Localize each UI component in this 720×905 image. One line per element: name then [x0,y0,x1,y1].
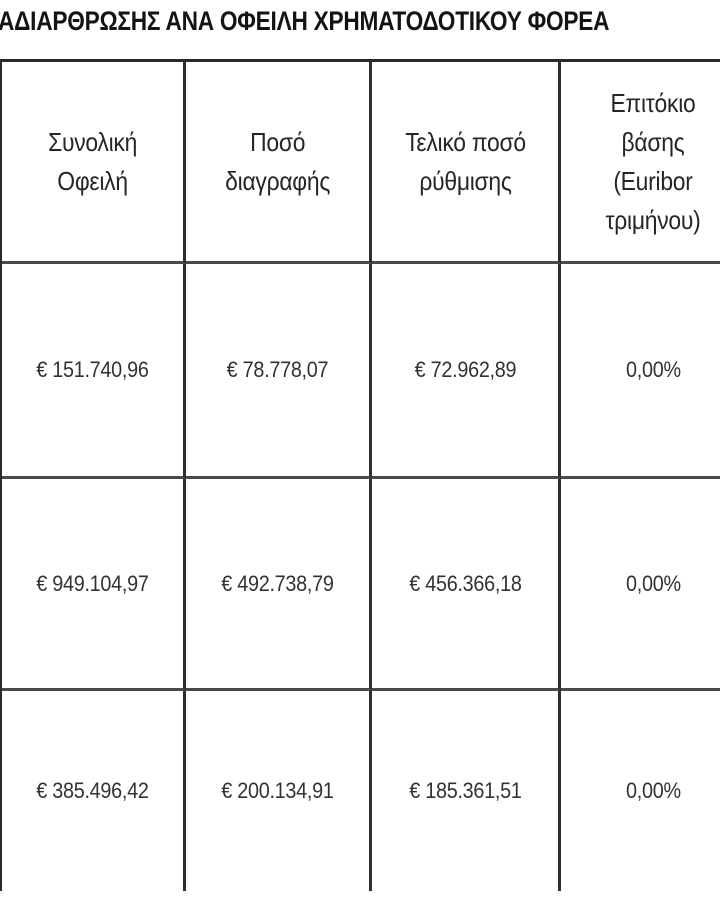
value-row2-writeoff: € 492.738,79 [221,570,334,596]
table-cell-row3-writeoff: € 200.134,91 [186,691,372,891]
value-row3-rate: 0,00% [625,778,681,803]
value-row1-total-debt: € 151.740,96 [36,357,149,382]
table-cell-row3-rate: 0,00% [561,691,720,891]
table-cell-row3-final: € 185.361,51 [372,691,561,891]
page-title: ΑΔΙΑΡΘΡΩΣΗΣ ΑΝΑ ΟΦΕΙΛΗ ΧΡΗΜΑΤΟΔΟΤΙΚΟΥ ΦΟ… [0,6,610,36]
table-cell-row2-rate: 0,00% [561,479,720,691]
table-cell-row2-total-debt: € 949.104,97 [2,479,186,691]
value-row2-final: € 456.366,18 [408,570,522,596]
header-label-base-rate: Επιτόκιο βάσης (Euribor τριμήνου) [605,87,701,235]
restructuring-table: Συνολική Οφειλή Ποσό διαγραφής Τελικό πο… [0,59,720,891]
value-row1-writeoff: € 78.778,07 [226,357,329,382]
header-cell-writeoff-amount: Ποσό διαγραφής [186,62,372,264]
value-row3-final: € 185.361,51 [408,778,522,803]
table-cell-row1-writeoff: € 78.778,07 [186,264,372,479]
value-row1-rate: 0,00% [625,357,681,382]
header-label-final-settlement-amount: Τελικό ποσό ρύθμισης [404,126,526,196]
value-row1-final: € 72.962,89 [414,357,516,382]
table-cell-row3-total-debt: € 385.496,42 [2,691,186,891]
value-row2-total-debt: € 949.104,97 [36,570,149,596]
header-label-total-debt: Συνολική Οφειλή [48,126,137,196]
value-row3-writeoff: € 200.134,91 [221,778,334,803]
value-row3-total-debt: € 385.496,42 [36,778,149,803]
header-cell-final-settlement-amount: Τελικό ποσό ρύθμισης [372,62,561,264]
header-cell-total-debt: Συνολική Οφειλή [2,62,186,264]
value-row2-rate: 0,00% [625,570,681,596]
table-cell-row2-final: € 456.366,18 [372,479,561,691]
table-cell-row1-total-debt: € 151.740,96 [2,264,186,479]
header-label-writeoff-amount: Ποσό διαγραφής [225,126,330,196]
table-cell-row1-rate: 0,00% [561,264,720,479]
table-cell-row2-writeoff: € 492.738,79 [186,479,372,691]
header-cell-base-rate: Επιτόκιο βάσης (Euribor τριμήνου) [561,62,720,264]
table-cell-row1-final: € 72.962,89 [372,264,561,479]
